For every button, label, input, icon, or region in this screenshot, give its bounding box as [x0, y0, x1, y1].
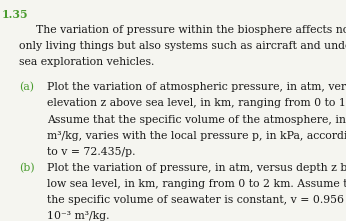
- Text: 10⁻³ m³/kg.: 10⁻³ m³/kg.: [47, 211, 109, 221]
- Text: (a): (a): [19, 82, 34, 93]
- Text: m³/kg, varies with the local pressure p, in kPa, according: m³/kg, varies with the local pressure p,…: [47, 131, 346, 141]
- Text: low sea level, in km, ranging from 0 to 2 km. Assume that: low sea level, in km, ranging from 0 to …: [47, 179, 346, 189]
- Text: only living things but also systems such as aircraft and under-: only living things but also systems such…: [19, 41, 346, 51]
- Text: to v = 72.435/p.: to v = 72.435/p.: [47, 147, 135, 157]
- Text: Assume that the specific volume of the atmosphere, in: Assume that the specific volume of the a…: [47, 114, 346, 124]
- Text: Plot the variation of pressure, in atm, versus depth z be-: Plot the variation of pressure, in atm, …: [47, 163, 346, 173]
- Text: The variation of pressure within the biosphere affects not: The variation of pressure within the bio…: [36, 25, 346, 35]
- Text: sea exploration vehicles.: sea exploration vehicles.: [19, 57, 154, 67]
- Text: (b): (b): [19, 163, 35, 173]
- Text: elevation z above sea level, in km, ranging from 0 to 10 km.: elevation z above sea level, in km, rang…: [47, 98, 346, 108]
- Text: Plot the variation of atmospheric pressure, in atm, versus: Plot the variation of atmospheric pressu…: [47, 82, 346, 92]
- Text: 1.35: 1.35: [2, 9, 28, 20]
- Text: the specific volume of seawater is constant, v = 0.956 ×: the specific volume of seawater is const…: [47, 195, 346, 205]
